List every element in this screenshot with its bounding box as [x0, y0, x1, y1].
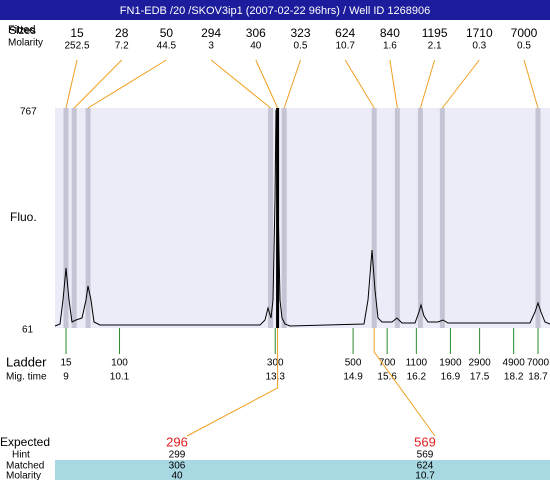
peak-size: 840 [380, 26, 400, 40]
peak-molarity: 3 [208, 41, 214, 52]
molarity-value: 10.7 [415, 471, 435, 480]
peak-band [85, 108, 91, 328]
molarity-value: 40 [171, 471, 183, 480]
mig-time: 16.9 [441, 372, 461, 383]
expected-label: Expected [0, 435, 50, 449]
peak-connector [441, 59, 480, 109]
ladder-size: 4900 [503, 358, 526, 369]
ladder-size: 100 [111, 358, 128, 369]
matched-value: 624 [417, 461, 434, 472]
peak-band [439, 108, 445, 328]
mig-time: 16.2 [407, 372, 427, 383]
peak-size: 624 [335, 26, 355, 40]
peak-band [394, 108, 400, 328]
peak-size: 1710 [466, 26, 493, 40]
mig-time: 10.1 [110, 372, 130, 383]
peak-band [71, 108, 77, 328]
ladder-size: 15 [60, 358, 72, 369]
matched-label: Matched [6, 461, 44, 472]
mig-time: 18.7 [528, 372, 548, 383]
hint-value: 299 [169, 450, 186, 461]
peak-band [371, 108, 377, 328]
peak-molarity: 10.7 [335, 41, 355, 52]
molarity-row-label: Molarity [6, 471, 41, 480]
y-bottom-label: 61 [22, 325, 34, 336]
peak-connector [73, 59, 123, 109]
hint-label: Hint [12, 450, 30, 461]
ladder-size: 1900 [439, 358, 462, 369]
peak-band [63, 108, 69, 328]
peak-size: 1195 [422, 26, 448, 40]
peak-connector [419, 59, 436, 109]
expected-connector [186, 328, 279, 437]
peak-connector [87, 59, 167, 109]
mig-time: 13.3 [266, 372, 286, 383]
peak-molarity: 1.6 [383, 41, 397, 52]
mig-time-label: Mig. time [6, 372, 47, 383]
peak-connector [389, 59, 398, 109]
plot-area [55, 108, 550, 328]
peak-band [276, 108, 280, 328]
mig-time: 17.5 [470, 372, 490, 383]
fitted-label: Fitted [8, 24, 36, 36]
peak-molarity: 252.5 [64, 41, 89, 52]
peak-molarity: 0.5 [517, 41, 531, 52]
title-bar [0, 0, 550, 20]
matched-value: 306 [169, 461, 186, 472]
mig-time: 9 [63, 372, 69, 383]
expected-connector [373, 328, 436, 437]
molarity-label: Molarity [8, 38, 43, 49]
ladder-size: 700 [379, 358, 396, 369]
peak-band [535, 108, 541, 328]
ladder-size: 500 [345, 358, 362, 369]
ladder-size: 1100 [406, 358, 428, 369]
peak-size: 7000 [511, 26, 538, 40]
peak-molarity: 44.5 [157, 41, 177, 52]
peak-size: 15 [70, 26, 84, 40]
expected-value: 296 [166, 434, 188, 449]
peak-connector [65, 59, 78, 109]
sizes-label: Sizes [9, 25, 36, 37]
mig-time: 18.2 [504, 372, 524, 383]
peak-connector [210, 59, 271, 109]
hint-value: 569 [417, 450, 434, 461]
expected-value: 569 [414, 434, 436, 449]
mig-time: 14.9 [343, 372, 363, 383]
peak-connector [523, 59, 539, 109]
peak-molarity: 0.3 [472, 41, 486, 52]
ladder-label: Ladder [6, 354, 47, 369]
peak-connector [344, 59, 375, 109]
peak-band [417, 108, 423, 328]
ladder-size: 2900 [468, 358, 491, 369]
peak-molarity: 0.5 [294, 41, 308, 52]
peak-molarity: 2.1 [428, 41, 442, 52]
peak-molarity: 7.2 [115, 41, 129, 52]
peak-molarity: 40 [250, 41, 262, 52]
title: FN1-EDB /20 /SKOV3ip1 (2007-02-22 96hrs)… [120, 5, 430, 17]
matched-row-bg [55, 460, 550, 480]
peak-size: 294 [201, 26, 221, 40]
peak-size: 306 [246, 26, 266, 40]
trace [54, 109, 550, 327]
peak-band [281, 108, 287, 328]
peak-size: 323 [290, 26, 310, 40]
peak-connector [283, 59, 301, 109]
peak-size: 50 [160, 26, 174, 40]
peak-size: 28 [115, 26, 129, 40]
peak-connector [255, 59, 279, 109]
ladder-size: 7000 [527, 358, 550, 369]
peak-band [268, 108, 274, 328]
y-axis-label: Fluo. [10, 210, 37, 224]
ladder-size: 300 [267, 358, 284, 369]
y-top-label: 767 [20, 107, 37, 118]
mig-time: 15.6 [377, 372, 397, 383]
